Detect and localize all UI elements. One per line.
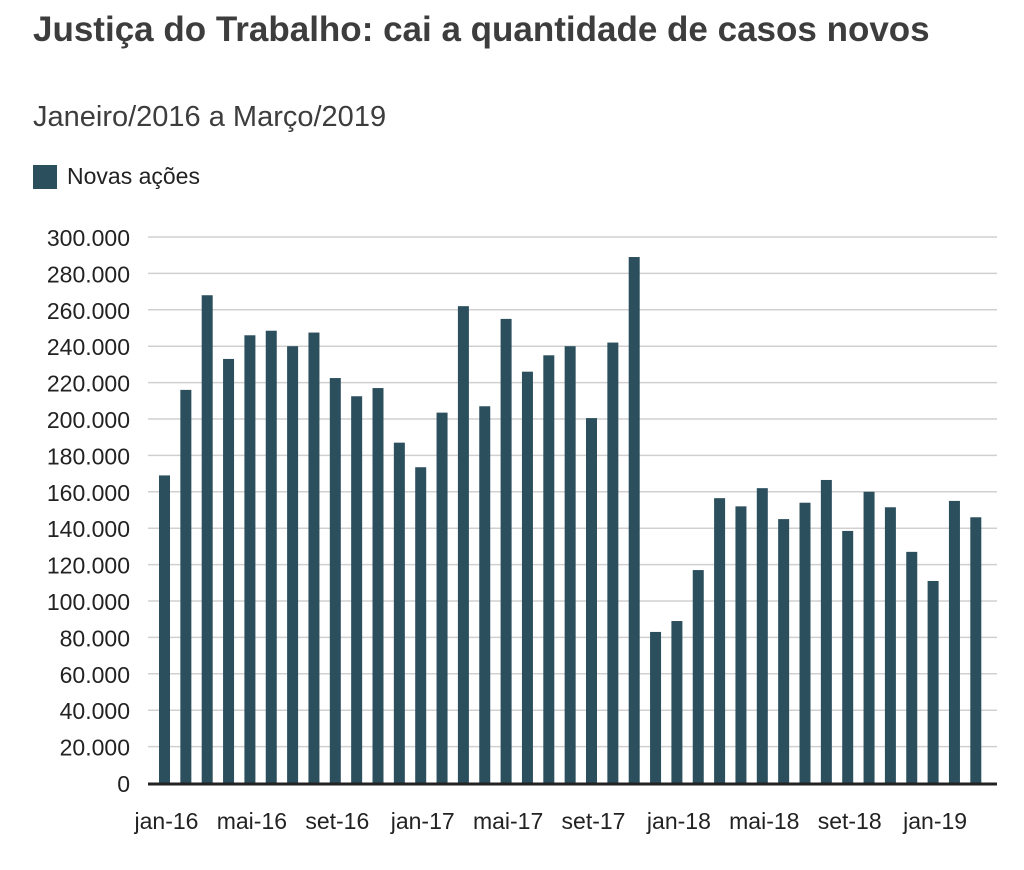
y-tick-label: 300.000 [47,225,130,251]
bar [948,500,960,783]
bar [820,479,832,783]
bar [393,442,405,783]
bar [970,517,982,783]
y-tick-label: 280.000 [47,261,130,287]
bar [351,396,363,783]
bar [586,418,597,783]
bar [479,406,491,783]
y-tick-label: 240.000 [47,334,130,360]
bar [714,498,726,783]
bar [415,467,427,783]
bar [265,330,277,783]
x-tick-label: set-17 [562,808,626,834]
y-tick-label: 120.000 [47,553,130,579]
y-tick-label: 60.000 [60,662,130,688]
bar [842,530,854,783]
legend-label: Novas ações [67,163,200,189]
bar [287,346,299,783]
bar [180,389,192,783]
bar [607,342,619,783]
y-tick-label: 40.000 [60,698,130,724]
bar [543,355,555,783]
chart-subtitle: Janeiro/2016 a Março/2019 [33,101,387,133]
bar [564,346,576,783]
bar [906,551,918,783]
x-tick-label: mai-16 [217,808,287,834]
y-tick-label: 200.000 [47,407,130,433]
bar [329,378,341,783]
bar [436,412,448,783]
bar [244,335,256,783]
y-tick-label: 160.000 [47,480,130,506]
legend-swatch [33,164,57,189]
bar [457,306,469,783]
bar [201,295,213,783]
bar [756,488,768,783]
y-tick-label: 100.000 [47,589,130,615]
bar [884,507,896,783]
y-tick-label: 0 [117,771,130,797]
x-tick-label: jan-18 [646,808,711,834]
x-tick-label: set-18 [818,808,882,834]
bar [500,318,512,783]
x-tick-label: jan-19 [902,808,967,834]
y-tick-label: 80.000 [60,625,130,651]
bar [308,332,320,783]
x-tick-label: set-16 [305,808,369,834]
x-tick-label: mai-17 [473,808,543,834]
legend: Novas ações [33,163,200,190]
chart-title: Justiça do Trabalho: cai a quantidade de… [33,10,930,49]
bar [778,519,790,783]
x-tick-label: mai-18 [729,808,799,834]
bar [223,358,235,783]
bar [671,621,683,783]
x-tick-label: jan-17 [390,808,455,834]
bar [735,506,747,783]
y-tick-label: 140.000 [47,516,130,542]
y-tick-label: 220.000 [47,371,130,397]
bar [650,631,662,783]
y-tick-label: 180.000 [47,443,130,469]
bar [521,371,533,783]
y-tick-label: 20.000 [60,735,130,761]
bar [159,475,170,783]
bar [692,570,704,783]
bar [628,257,640,783]
bar [372,388,384,783]
x-tick-label: jan-16 [134,808,199,834]
y-tick-label: 260.000 [47,298,130,324]
bar [863,491,875,783]
bar [799,502,811,783]
bar [927,580,939,783]
